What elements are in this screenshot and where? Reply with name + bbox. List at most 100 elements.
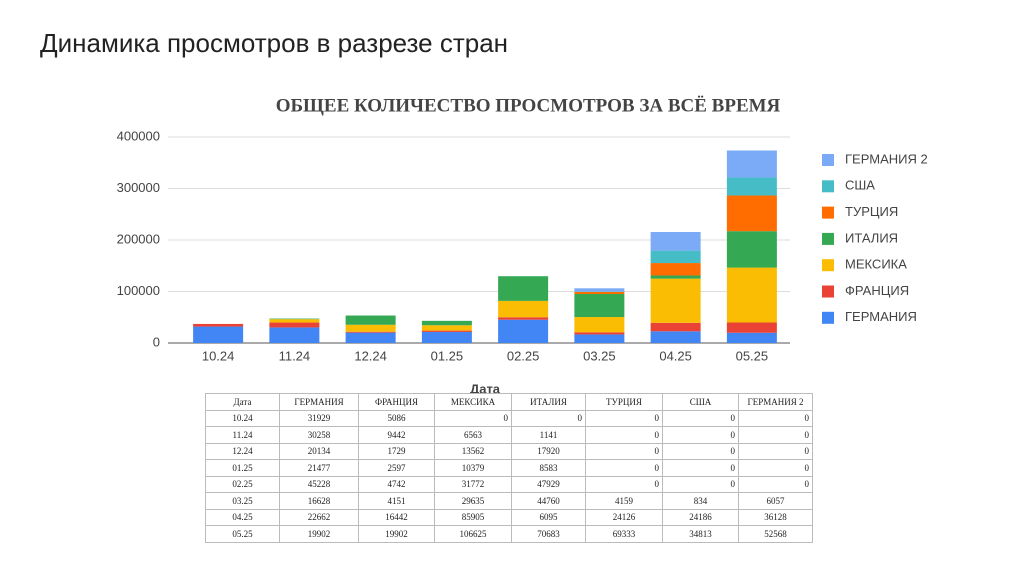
bar-segment bbox=[498, 319, 549, 343]
table-row: 03.25 16628 4151 29635 44760 4159 834 6057 bbox=[205, 492, 813, 510]
slide-title: Динамика просмотров в разрезе стран bbox=[40, 28, 509, 58]
table-cell: 0 bbox=[662, 459, 739, 477]
table-cell: 10.24 bbox=[205, 409, 280, 427]
x-tick-label: 05.25 bbox=[736, 348, 769, 363]
legend-label: ТУРЦИЯ bbox=[845, 204, 898, 219]
table-cell: 16442 bbox=[358, 508, 435, 526]
table-cell: 0 bbox=[585, 426, 663, 444]
table-cell: 0 bbox=[585, 459, 663, 477]
table-cell: 0 bbox=[738, 459, 813, 477]
table-cell: 8583 bbox=[511, 459, 586, 477]
x-tick-label: 01.25 bbox=[431, 348, 464, 363]
table-cell: ГЕРМАНИЯ 2 bbox=[738, 393, 813, 411]
table-cell: 02.25 bbox=[205, 475, 280, 493]
table-cell: 31772 bbox=[434, 475, 512, 493]
x-tick-label: 04.25 bbox=[659, 348, 692, 363]
table-cell: 52568 bbox=[738, 525, 813, 543]
table-cell: 20134 bbox=[279, 442, 359, 460]
table-cell: 5086 bbox=[358, 409, 435, 427]
table-cell: 13562 bbox=[434, 442, 512, 460]
bar-segment bbox=[421, 330, 472, 332]
table-cell: 4742 bbox=[358, 475, 435, 493]
table-cell: 0 bbox=[511, 409, 586, 427]
bar-segment bbox=[726, 177, 777, 196]
bar-segment bbox=[726, 332, 777, 343]
table-cell: 45228 bbox=[279, 475, 359, 493]
bar-segment bbox=[345, 324, 396, 332]
bar-segment bbox=[193, 323, 244, 327]
bar-segment bbox=[421, 331, 472, 343]
table-cell: 12.24 bbox=[205, 442, 280, 460]
y-tick-label: 400000 bbox=[117, 128, 160, 143]
table-cell: 03.25 bbox=[205, 492, 280, 510]
bar-segment bbox=[269, 327, 320, 343]
table-cell: 0 bbox=[738, 409, 813, 427]
bar-segment bbox=[421, 325, 472, 331]
bar-segment bbox=[574, 334, 625, 343]
legend-swatch bbox=[822, 180, 834, 193]
table-cell: 0 bbox=[585, 409, 663, 427]
table-cell: 9442 bbox=[358, 426, 435, 444]
legend-swatch bbox=[822, 154, 834, 166]
table-row: 05.25 19902 19902 106625 70683 69333 34813 5256… bbox=[205, 525, 813, 543]
table-cell: 19902 bbox=[358, 525, 435, 543]
bar-segment bbox=[498, 317, 549, 320]
table-cell: 01.25 bbox=[205, 459, 280, 477]
legend-label: ГЕРМАНИЯ 2 bbox=[845, 151, 928, 166]
table-cell: 4159 bbox=[585, 492, 663, 510]
table-cell: 4151 bbox=[358, 492, 435, 510]
bar-segment bbox=[498, 276, 549, 301]
table-cell: 31929 bbox=[279, 409, 359, 427]
chart-title: ОБЩЕЕ КОЛИЧЕСТВО ПРОСМОТРОВ ЗА ВСЁ ВРЕМЯ bbox=[276, 95, 781, 116]
bar-segment bbox=[269, 319, 320, 323]
bar-segment bbox=[269, 318, 320, 320]
y-tick-label: 0 bbox=[153, 334, 160, 349]
bar-segment bbox=[726, 231, 777, 268]
legend-swatch bbox=[822, 232, 834, 245]
table-cell: 70683 bbox=[511, 525, 586, 543]
bar-segment bbox=[726, 150, 777, 178]
table-cell: ИТАЛИЯ bbox=[511, 393, 586, 411]
table-cell: 0 bbox=[738, 442, 813, 460]
table-cell: 22662 bbox=[279, 508, 359, 526]
table-cell: 10379 bbox=[434, 459, 512, 477]
table-cell: 0 bbox=[662, 426, 739, 444]
table-header: Дата ГЕРМАНИЯ ФРАНЦИЯ МЕКСИКА ИТАЛИЯ ТУРЦИЯ СШ… bbox=[205, 393, 813, 411]
bar-segment bbox=[345, 315, 396, 325]
table-cell: ФРАНЦИЯ bbox=[358, 393, 435, 411]
table-cell: 11.24 bbox=[205, 426, 280, 444]
bar-segment bbox=[574, 317, 625, 333]
legend-swatch bbox=[822, 259, 834, 272]
table-cell: 04.25 bbox=[205, 508, 280, 526]
table-cell: 44760 bbox=[511, 492, 586, 510]
x-tick-label: 03.25 bbox=[583, 348, 616, 363]
bar-segment bbox=[574, 293, 625, 318]
table-cell: 21477 bbox=[279, 459, 359, 477]
table-cell: 29635 bbox=[434, 492, 512, 510]
table-cell: 30258 bbox=[279, 426, 359, 444]
x-axis-label: Дата bbox=[470, 381, 501, 396]
table-cell: 85905 bbox=[434, 508, 512, 526]
table-cell: 0 bbox=[585, 442, 663, 460]
bar-segment bbox=[650, 278, 701, 323]
bar-segment bbox=[498, 300, 549, 318]
table-row: 11.24 30258 9442 6563 1141 0 0 0 bbox=[205, 426, 813, 444]
table-cell: 106625 bbox=[434, 525, 512, 543]
bar-segment bbox=[421, 320, 472, 326]
table-cell: ГЕРМАНИЯ bbox=[279, 393, 359, 411]
table-cell: 0 bbox=[434, 409, 512, 427]
table-cell: Дата bbox=[205, 393, 280, 411]
table-cell: 69333 bbox=[585, 525, 663, 543]
table-row: 10.24 31929 5086 0 0 0 0 0 bbox=[205, 409, 813, 427]
bar-segment bbox=[574, 332, 625, 335]
bar-segment bbox=[574, 291, 625, 294]
table-cell: 0 bbox=[662, 409, 739, 427]
bar-segment bbox=[345, 331, 396, 333]
table-cell: 36128 bbox=[738, 508, 813, 526]
bar-segment bbox=[726, 322, 777, 333]
bar-segment bbox=[726, 195, 777, 232]
table-cell: 6057 bbox=[738, 492, 813, 510]
bar-segment bbox=[269, 322, 320, 328]
